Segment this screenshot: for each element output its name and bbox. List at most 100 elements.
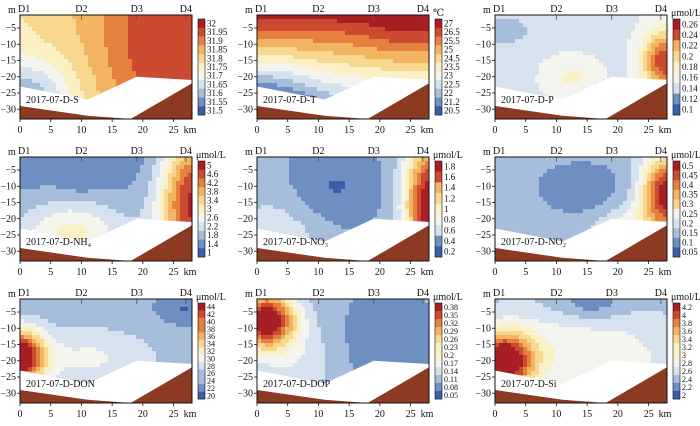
colorbar-swatch (673, 19, 680, 30)
y-tick-label: −20 (237, 214, 253, 225)
colorbar-unit: μmol/L (671, 150, 700, 161)
depth-unit-label: m (8, 5, 16, 16)
x-tick-label: 15 (582, 125, 592, 136)
y-tick-label: −5 (242, 307, 253, 318)
depth-unit-label: m (245, 147, 253, 158)
plot-frame (494, 298, 668, 404)
station-label-d3: D3 (606, 146, 618, 157)
colorbar-swatch (673, 319, 680, 328)
colorbar-swatch (435, 225, 442, 236)
panel-nitrate: −5 −10 −15 −20 −25 −300 5 10 15 20 25 km m D1 D2 D3 D4 20… (237, 146, 462, 278)
y-tick-label: −10 (0, 181, 16, 192)
station-label-d3: D3 (131, 146, 143, 157)
colorbar-tick-label: 0.2 (444, 247, 455, 257)
x-tick-label: 20 (375, 125, 385, 136)
colorbar-tick-label: 0.25 (682, 209, 698, 219)
x-tick-label: 0 (493, 409, 498, 420)
station-label-d3: D3 (368, 146, 380, 157)
colorbar-frame (672, 302, 681, 400)
colorbar-tick-label: 1.6 (444, 172, 456, 182)
colorbar-tick-label: 0.2 (444, 351, 454, 360)
panel-title: 2017-07-D-NO₃ (263, 237, 328, 248)
colorbar-swatch (198, 222, 205, 232)
colorbar-tick-label: 24.5 (444, 53, 460, 63)
station-label-d2: D2 (550, 4, 562, 15)
colorbar-swatch (435, 36, 442, 46)
station-label-d1: D1 (18, 146, 30, 157)
y-tick-label: −15 (237, 340, 253, 351)
y-tick-label: −20 (237, 356, 253, 367)
colorbar-swatch (435, 335, 442, 344)
panel-nitrite: −5 −10 −15 −20 −25 −300 5 10 15 20 25 km m D1 D2 D3 D4 20… (475, 146, 700, 278)
station-label-d1: D1 (18, 4, 30, 15)
x-tick-label: 15 (344, 125, 354, 136)
colorbar-swatch (435, 88, 442, 98)
plot-frame (19, 156, 193, 262)
colorbar-swatch (673, 375, 680, 384)
station-label-d2: D2 (550, 146, 562, 157)
colorbar-swatch (673, 104, 680, 116)
colorbar-swatch (435, 19, 442, 29)
colorbar-swatch (673, 180, 680, 191)
station-label-d4: D4 (655, 146, 667, 157)
colorbar-tick-label: 1 (207, 248, 212, 258)
colorbar-tick-label: 40 (207, 318, 215, 327)
colorbar-tick-label: 31.7 (207, 71, 223, 81)
colorbar-swatch (673, 247, 680, 258)
y-tick-label: −25 (475, 88, 491, 99)
x-tick-label: 5 (285, 409, 290, 420)
colorbar-swatch (198, 169, 205, 179)
colorbar-tick-label: 1.2 (444, 193, 455, 203)
x-tick-label: 0 (255, 125, 260, 136)
station-label-d1: D1 (18, 288, 30, 299)
x-tick-label: 0 (493, 267, 498, 278)
colorbar-tick-label: 0.14 (682, 83, 698, 93)
x-tick-label: 25 (644, 267, 654, 278)
colorbar-swatch (673, 351, 680, 360)
colorbar-tick-label: 4.2 (682, 303, 692, 312)
colorbar-swatch (435, 246, 442, 258)
y-tick-label: −10 (0, 39, 16, 50)
depth-unit-label: m (483, 147, 491, 158)
colorbar-swatch (673, 303, 680, 312)
x-unit-label: km (421, 267, 434, 278)
x-tick-label: 10 (76, 267, 86, 278)
colorbar-tick-label: 0.22 (682, 41, 698, 51)
colorbar-swatch (198, 369, 205, 378)
x-unit-label: km (421, 125, 434, 136)
colorbar-swatch (673, 343, 680, 352)
station-label-d1: D1 (255, 4, 267, 15)
y-tick-label: −25 (0, 230, 16, 241)
x-tick-label: 10 (551, 409, 561, 420)
colorbar-swatch (673, 170, 680, 181)
station-label-d2: D2 (550, 288, 562, 299)
y-tick-label: −30 (0, 246, 16, 257)
colorbar-tick-label: 0.2 (682, 51, 693, 61)
colorbar-swatch (435, 97, 442, 107)
colorbar-tick-label: 22 (444, 88, 453, 98)
y-tick-label: −30 (475, 104, 491, 115)
colorbar-frame (197, 18, 206, 116)
colorbar-swatch (198, 53, 205, 63)
y-tick-label: −20 (0, 72, 16, 83)
y-tick-label: −10 (237, 323, 253, 334)
colorbar-tick-label: 0.35 (444, 311, 458, 320)
x-tick-label: 5 (523, 267, 528, 278)
colorbar-tick-label: 23 (444, 71, 454, 81)
panel-title: 2017-07-D-T (263, 95, 316, 106)
depth-unit-label: m (8, 147, 16, 158)
y-tick-label: −20 (237, 72, 253, 83)
y-tick-label: −30 (237, 388, 253, 399)
x-tick-label: 15 (107, 125, 117, 136)
depth-unit-label: m (245, 289, 253, 300)
colorbar-tick-label: 4.2 (207, 178, 218, 188)
station-label-d4: D4 (180, 146, 192, 157)
colorbar-frame (434, 18, 443, 116)
station-label-d4: D4 (655, 288, 667, 299)
station-label-d4: D4 (180, 288, 192, 299)
colorbar-tick-label: 0.38 (444, 303, 458, 312)
x-tick-label: 25 (644, 409, 654, 420)
station-label-d1: D1 (493, 146, 505, 157)
colorbar-swatch (435, 182, 442, 194)
colorbar-swatch (435, 327, 442, 336)
